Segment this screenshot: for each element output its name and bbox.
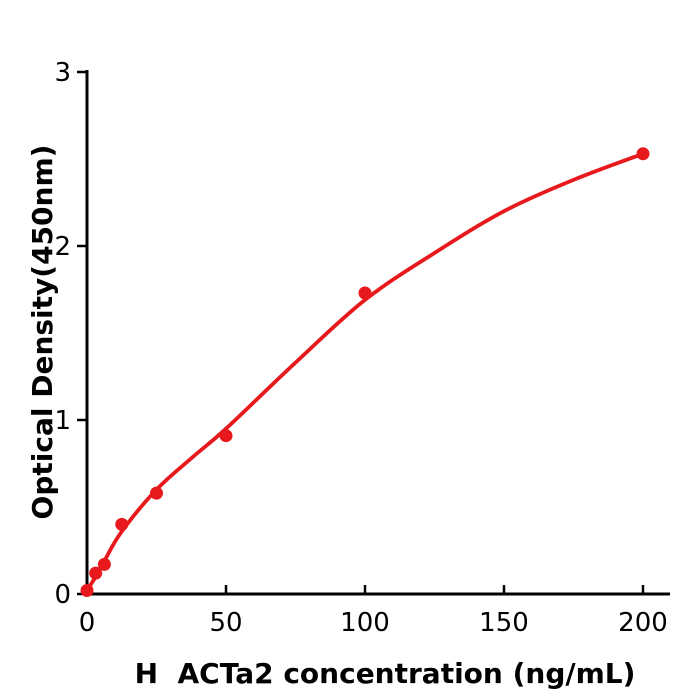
data-point: [358, 286, 372, 300]
y-tick-label: 2: [54, 232, 71, 262]
y-tick-label: 3: [54, 58, 71, 88]
x-tick-label: 0: [79, 608, 96, 638]
y-tick-label: 1: [54, 406, 71, 436]
x-tick-label: 150: [479, 608, 529, 638]
data-point: [80, 584, 94, 597]
fit-curve: [85, 151, 645, 593]
data-point: [636, 147, 650, 161]
data-point: [115, 517, 129, 531]
y-axis-label: Optical Density(450nm): [26, 145, 59, 520]
data-point: [150, 486, 163, 500]
data-point: [97, 557, 111, 571]
axis-ticks: [77, 70, 645, 596]
data-point: [219, 429, 233, 443]
x-tick-label: 100: [340, 608, 390, 638]
data-points-layer: [80, 147, 650, 597]
x-tick-label: 200: [618, 608, 668, 638]
axes: [85, 70, 670, 596]
x-tick-label: 50: [209, 608, 242, 638]
y-tick-label: 0: [54, 580, 71, 610]
fit-curve-layer: [85, 151, 645, 593]
axis-spine: [85, 70, 670, 596]
axis-tick-labels: 0 50 100 150 200 0 1 2 3: [54, 58, 667, 638]
x-axis-label: H ACTa2 concentration (ng/mL): [135, 657, 636, 690]
data-point: [89, 566, 103, 580]
